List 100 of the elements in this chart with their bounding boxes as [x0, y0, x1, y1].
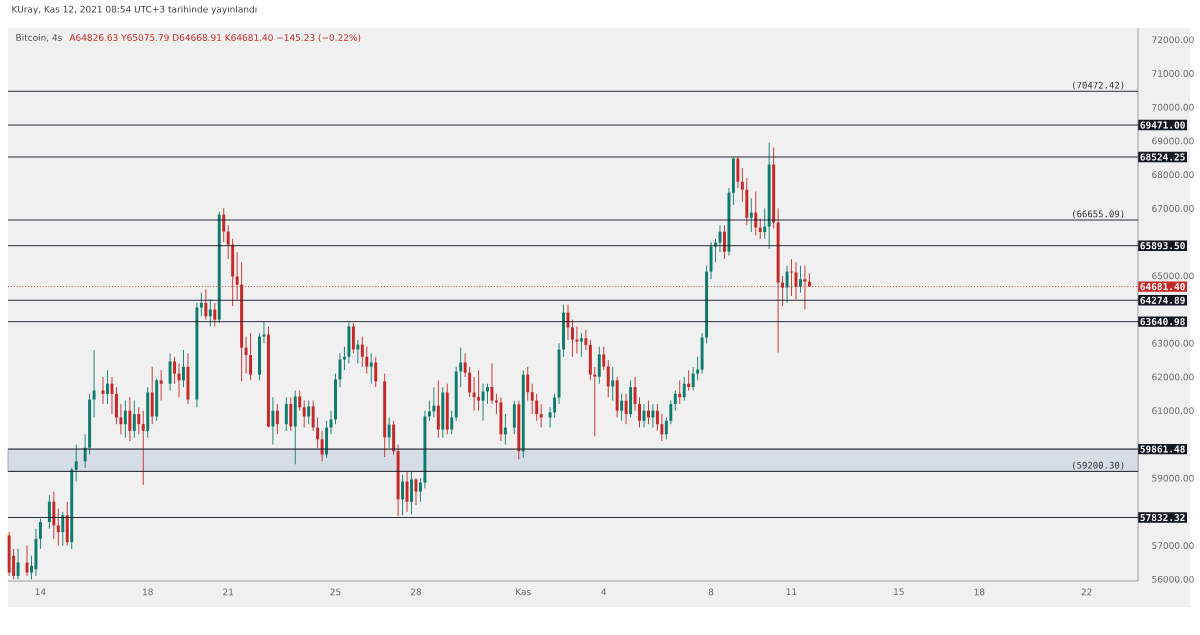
candlestick [450, 410, 454, 435]
ref-line-label: 64274.89 [1140, 296, 1185, 304]
x-tick-label: 22 [1081, 588, 1092, 596]
candlestick [338, 352, 342, 388]
candlestick [526, 366, 530, 402]
candlestick [47, 494, 51, 530]
candlestick [369, 352, 373, 385]
candlestick [365, 346, 369, 375]
y-tick-label: 72000.00 [1152, 36, 1194, 44]
candlestick [173, 356, 177, 385]
candlestick [356, 339, 360, 364]
candlestick [597, 346, 601, 385]
candlestick [535, 393, 539, 422]
candlestick [199, 292, 203, 317]
x-tick-label: 15 [894, 588, 904, 596]
candlestick [512, 400, 516, 435]
ref-line-label: 57832.32 [1140, 513, 1185, 522]
x-tick-label: 8 [708, 588, 714, 596]
candlestick [262, 321, 266, 344]
candlestick [468, 366, 472, 398]
candlestick [763, 207, 767, 240]
candlestick [736, 156, 740, 189]
candlestick [620, 393, 624, 422]
candlestick [52, 491, 56, 540]
candlestick [92, 349, 96, 418]
candlestick [477, 369, 481, 412]
annotation: (59200.30) [1073, 461, 1124, 470]
y-tick-label: 62000.00 [1152, 373, 1194, 381]
y-tick-label: 61000.00 [1152, 407, 1194, 415]
x-tick-label: 4 [601, 588, 607, 596]
candlestick [119, 403, 123, 435]
candlestick [722, 224, 726, 260]
candlestick [418, 477, 422, 503]
x-tick-label: 25 [330, 588, 341, 596]
candlestick [682, 376, 686, 402]
candlestick [302, 400, 306, 429]
candlestick [624, 393, 628, 425]
candlestick [749, 197, 753, 233]
candlestick [664, 417, 668, 440]
candlestick [351, 322, 355, 354]
candlestick [132, 400, 136, 439]
candlestick [410, 470, 413, 515]
candlestick [463, 352, 467, 378]
candlestick [168, 352, 172, 391]
text: Bitcoin, 4s [16, 34, 62, 42]
y-tick-label: 65000.00 [1152, 272, 1194, 280]
x-tick-label: Kas [516, 588, 531, 596]
x-tick-label: 11 [786, 588, 797, 596]
candlestick [106, 369, 109, 405]
candlestick [271, 396, 275, 445]
candlestick [222, 207, 226, 243]
candlestick [530, 383, 534, 415]
candlestick [602, 346, 606, 371]
candlestick [320, 430, 324, 462]
candlestick [638, 396, 641, 429]
candlestick [740, 167, 744, 203]
candlestick [387, 417, 391, 449]
candlestick [570, 319, 574, 358]
y-tick-label: 70000.00 [1152, 103, 1194, 111]
candlestick [481, 383, 485, 422]
candlestick [316, 417, 320, 449]
candlestick [284, 396, 288, 432]
candlestick [150, 366, 154, 425]
candlestick [584, 329, 588, 351]
candlestick [633, 376, 637, 412]
candlestick [298, 390, 302, 412]
candlestick [329, 410, 333, 435]
annotation: (70472.42) [1073, 81, 1124, 90]
candlestick [436, 379, 440, 439]
candlestick [611, 366, 615, 402]
y-tick-label: 59000.00 [1152, 474, 1194, 482]
candlestick [137, 406, 141, 435]
candlestick [655, 403, 659, 432]
candlestick [226, 224, 230, 260]
ref-line-label: 65893.50 [1140, 242, 1185, 250]
candlestick [575, 325, 579, 354]
candlestick [593, 366, 597, 437]
candlestick [758, 218, 762, 240]
candlestick [503, 413, 507, 445]
y-tick-label: 71000.00 [1152, 70, 1194, 77]
candlestick [579, 332, 583, 358]
candlestick [401, 474, 405, 516]
candlestick [374, 356, 378, 388]
candlestick [427, 400, 431, 422]
candlestick [405, 470, 409, 513]
ref-line-label: 59861.48 [1140, 445, 1185, 453]
y-tick-label: 68000.00 [1152, 171, 1194, 179]
text: KUray, Kas 12, 2021 08:54 UTC+3 tarihinde yayınlandı [12, 5, 257, 15]
candlestick [669, 400, 673, 425]
candlestick [289, 396, 293, 432]
y-tick-label: 56000.00 [1152, 575, 1194, 583]
candlestick [311, 400, 315, 432]
candlestick [691, 366, 695, 391]
candlestick [275, 403, 279, 435]
candlestick [74, 443, 78, 482]
candlestick [159, 369, 163, 402]
x-tick-label: 14 [35, 588, 46, 596]
candlestick [548, 406, 552, 429]
candlestick [486, 383, 489, 405]
candlestick [785, 265, 789, 304]
